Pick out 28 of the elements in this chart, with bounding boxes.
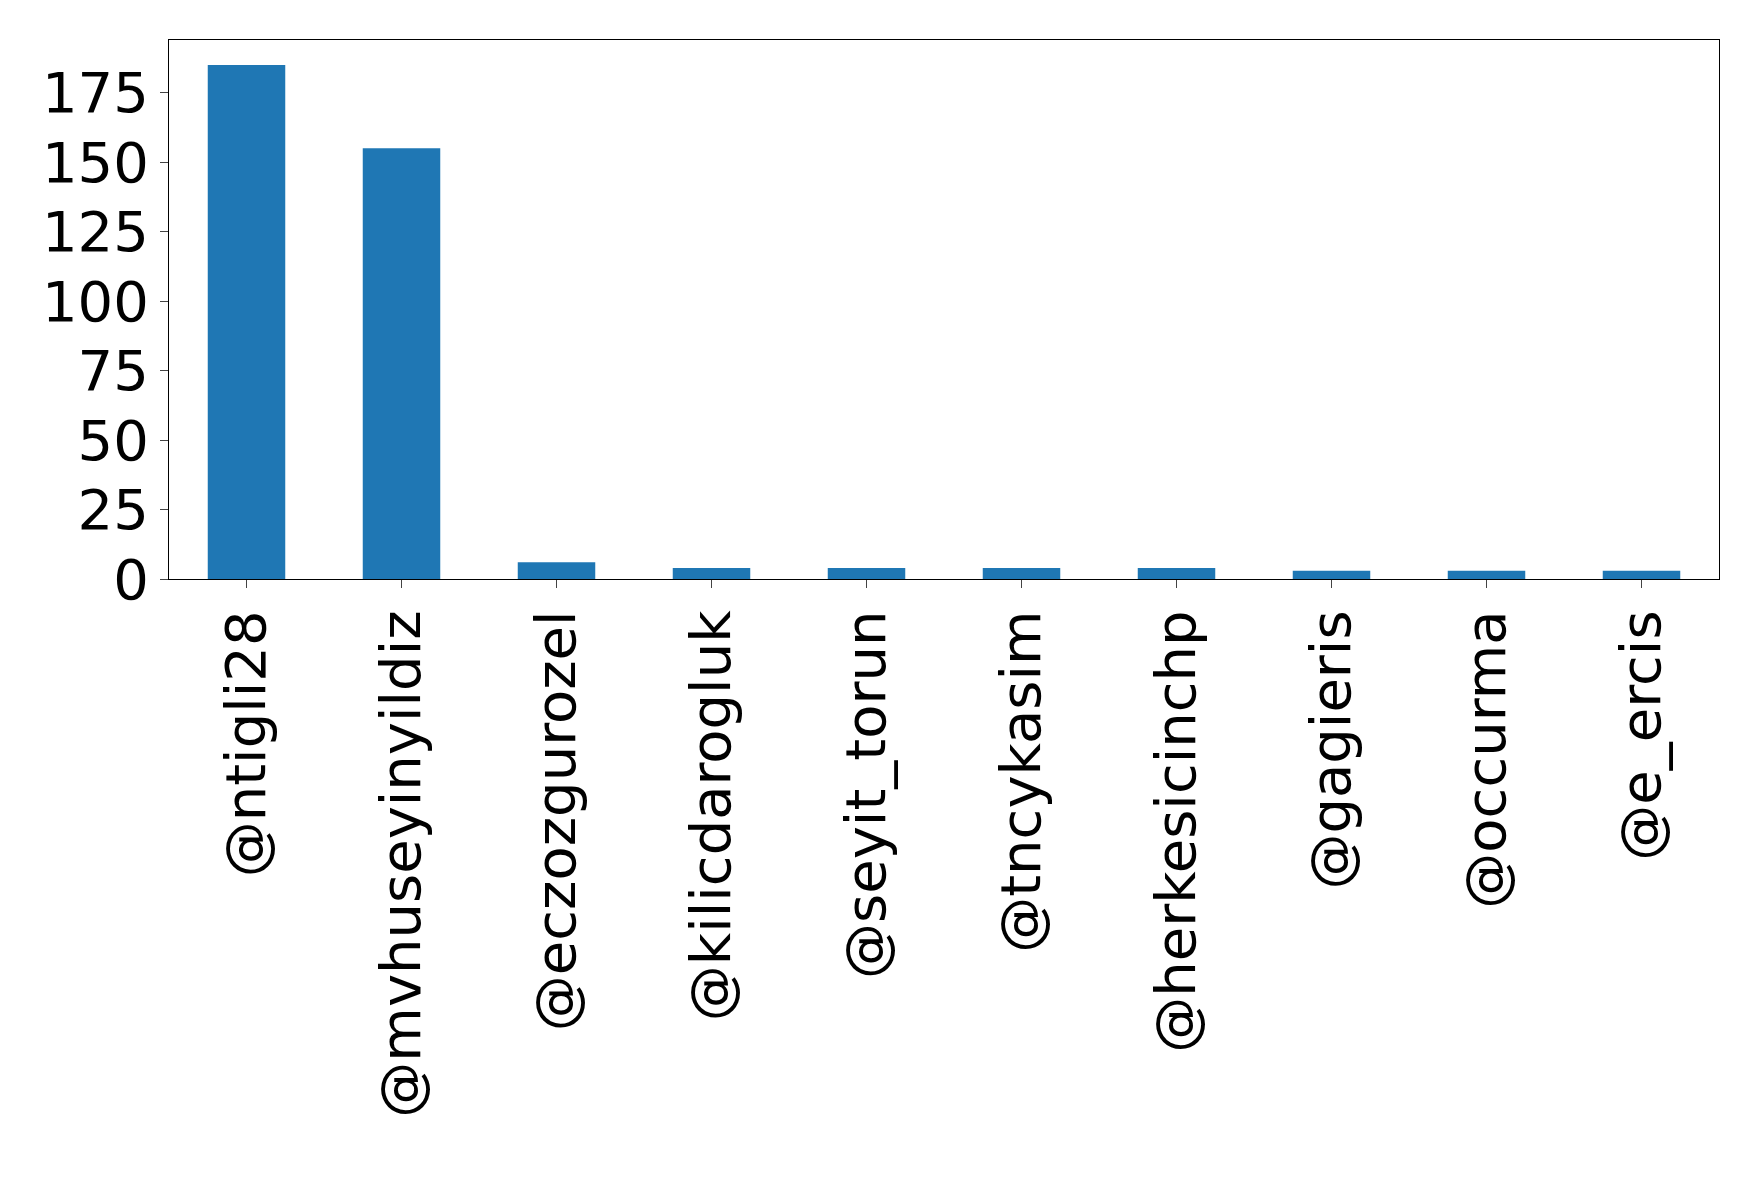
x-tick-label: @herkesicinchp: [1142, 610, 1208, 1053]
y-tick-label: 50: [77, 407, 149, 473]
y-tick-label: 175: [41, 60, 149, 126]
bar: [1137, 567, 1216, 579]
y-tick-label: 75: [77, 338, 149, 404]
y-tick-label: 150: [41, 129, 149, 195]
y-tick-label: 100: [41, 268, 149, 334]
y-tick-label: 0: [113, 546, 149, 612]
bar: [1292, 570, 1371, 579]
bar: [517, 562, 596, 579]
x-tick-label: @kilicdarogluk: [677, 609, 743, 1022]
bar: [362, 148, 441, 579]
bar: [1602, 570, 1681, 579]
x-tick-label: @seyit_torun: [832, 610, 898, 979]
bar: [1447, 570, 1526, 579]
bar: [982, 567, 1061, 579]
x-tick-label: @occurma: [1452, 610, 1518, 909]
bar: [672, 567, 751, 579]
x-tick-label: @mvhuseyinyildiz: [367, 610, 433, 1118]
bar: [827, 567, 906, 579]
x-tick-label: @tncykasim: [987, 610, 1053, 953]
bar: [207, 65, 286, 579]
y-tick-label: 125: [41, 199, 149, 265]
x-tick-label: @ntigli28: [212, 610, 278, 878]
y-tick-label: 25: [77, 477, 149, 543]
x-tick-label: @gagieris: [1297, 610, 1363, 890]
x-tick-label: @eczozgurozel: [522, 610, 588, 1032]
x-tick-label: @e_ercis: [1607, 610, 1673, 861]
